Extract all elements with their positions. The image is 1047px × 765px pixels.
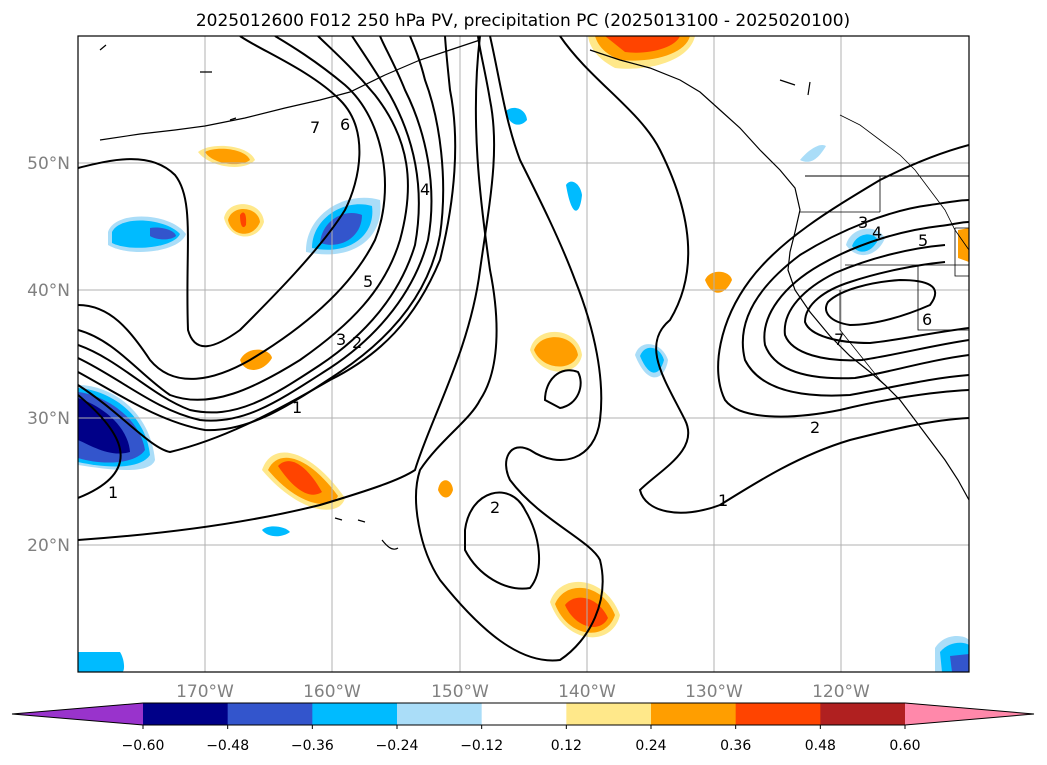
colorbar-tick-label: 0.36 — [720, 738, 751, 754]
colorbar-segment — [397, 703, 483, 725]
colorbar-segment — [651, 703, 737, 725]
colorbar-tick-label: 0.60 — [889, 738, 920, 754]
map-area: 7 6 5 4 3 2 1 1 2 1 2 3 4 5 6 7 — [78, 36, 969, 672]
contour-labels: 7 6 5 4 3 2 1 1 2 1 2 3 4 5 6 7 — [108, 115, 932, 517]
contour-label: 4 — [420, 180, 430, 199]
contour-label: 4 — [872, 223, 882, 242]
precip-negative-area — [800, 144, 826, 162]
contour-label: 5 — [363, 272, 373, 291]
colorbar-segment — [143, 703, 229, 725]
contour-label: 5 — [918, 231, 928, 250]
colorbar-segment — [227, 703, 313, 725]
lon-label: 160°W — [303, 682, 361, 702]
contour-label: 3 — [336, 330, 346, 349]
colorbar-segment — [312, 703, 398, 725]
colorbar-tick-label: −0.36 — [291, 738, 334, 754]
figure-title: 2025012600 F012 250 hPa PV, precipitatio… — [196, 11, 850, 31]
precip-negative-area — [262, 526, 290, 537]
latitude-labels: 50°N 40°N 30°N 20°N — [27, 154, 70, 556]
lon-label: 130°W — [685, 682, 743, 702]
contour-label: 2 — [352, 333, 362, 352]
precip-positive-area — [438, 480, 453, 498]
colorbar-tick-label: −0.60 — [122, 738, 165, 754]
longitude-labels: 170°W 160°W 150°W 140°W 130°W 120°W — [176, 682, 870, 702]
lon-label: 170°W — [176, 682, 234, 702]
contour-label: 7 — [834, 330, 844, 349]
precip-negative-area — [566, 181, 582, 211]
lat-label: 30°N — [27, 409, 70, 429]
lon-label: 140°W — [558, 682, 616, 702]
lat-label: 50°N — [27, 154, 70, 174]
lat-label: 40°N — [27, 281, 70, 301]
colorbar-tick-label: 0.12 — [551, 738, 582, 754]
colorbar: −0.60 −0.48 −0.36 −0.24 −0.12 0.12 0.24 0.36 0.4… — [11, 702, 1035, 754]
coastlines — [99, 39, 969, 550]
colorbar-tick-label: 0.24 — [635, 738, 666, 754]
contour-label: 6 — [922, 310, 932, 329]
precip-positive-area — [240, 349, 272, 370]
colorbar-segment — [735, 703, 821, 725]
precip-positive-area — [958, 228, 969, 262]
colorbar-tick-label: 0.48 — [805, 738, 836, 754]
precip-positive-area — [705, 271, 732, 293]
lon-label: 120°W — [812, 682, 870, 702]
colorbar-segment — [820, 703, 906, 725]
contour-label: 1 — [108, 483, 118, 502]
contour-label: 2 — [490, 498, 500, 517]
lon-label: 150°W — [431, 682, 489, 702]
colorbar-tick-label: −0.48 — [206, 738, 249, 754]
colorbar-extend-high — [905, 703, 1034, 725]
precip-negative-area — [78, 652, 125, 672]
map-frame — [77, 35, 970, 673]
contour-label: 1 — [718, 491, 728, 510]
lat-label: 20°N — [27, 536, 70, 556]
contour-label: 7 — [310, 118, 320, 137]
contour-label: 2 — [810, 418, 820, 437]
pv-contours — [78, 36, 969, 662]
contour-label: 3 — [858, 213, 868, 232]
colorbar-tick-label: −0.24 — [376, 738, 419, 754]
contour-label: 6 — [340, 115, 350, 134]
precip-negative-area — [505, 107, 527, 125]
contour-label: 1 — [292, 398, 302, 417]
colorbar-segment — [481, 703, 567, 725]
colorbar-segment — [566, 703, 652, 725]
colorbar-extend-low — [12, 703, 143, 725]
colorbar-tick-label: −0.12 — [460, 738, 503, 754]
